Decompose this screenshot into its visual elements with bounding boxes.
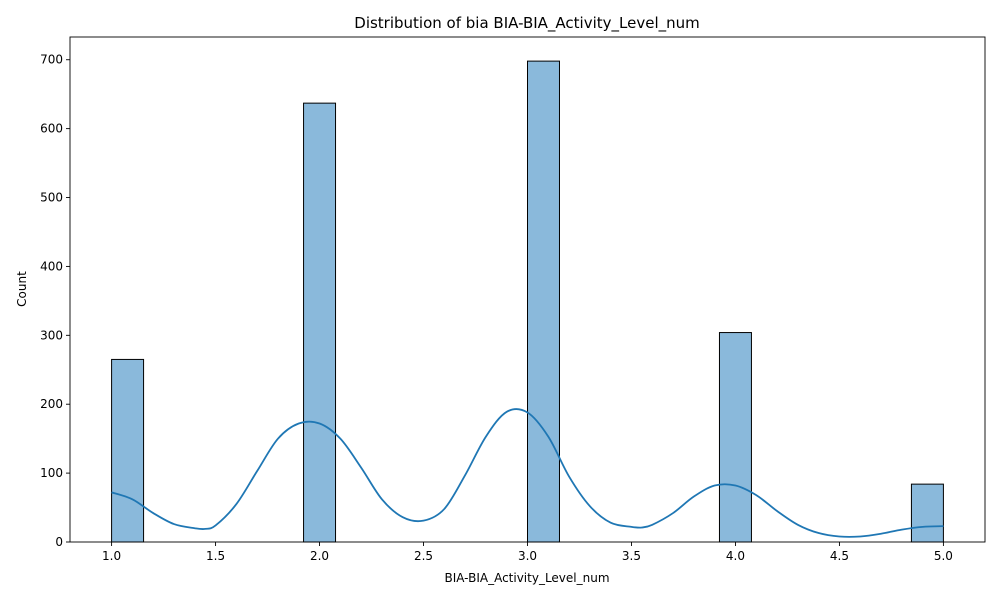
x-tick-label: 2.0 — [310, 549, 329, 563]
histogram-bar — [303, 102, 337, 543]
y-tick-label: 500 — [40, 191, 63, 205]
y-tick-label: 300 — [40, 328, 63, 342]
histogram-bar — [718, 332, 752, 543]
x-axis: 1.0 1.5 2.0 2.5 3.0 3.5 4.0 4.5 5.0 — [102, 542, 953, 563]
x-tick-label: 1.0 — [102, 549, 121, 563]
y-tick-label: 600 — [40, 122, 63, 136]
y-tick-label: 700 — [40, 53, 63, 67]
histogram-bar — [910, 483, 944, 543]
y-axis-label: Count — [15, 271, 29, 307]
x-tick-label: 2.5 — [414, 549, 433, 563]
x-tick-label: 4.5 — [830, 549, 849, 563]
chart-title: Distribution of bia BIA-BIA_Activity_Lev… — [354, 14, 699, 33]
y-tick-label: 400 — [40, 259, 63, 273]
y-axis: 0 100 200 300 400 500 600 700 — [40, 53, 70, 549]
kde-curve — [111, 408, 944, 538]
x-tick-label: 3.5 — [622, 549, 641, 563]
x-tick-label: 1.5 — [206, 549, 225, 563]
x-tick-label: 5.0 — [934, 549, 953, 563]
x-tick-label: 3.0 — [518, 549, 537, 563]
histogram-bar — [527, 60, 560, 543]
x-tick-label: 4.0 — [726, 549, 745, 563]
y-tick-label: 100 — [40, 466, 63, 480]
x-axis-label: BIA-BIA_Activity_Level_num — [444, 571, 609, 585]
y-tick-label: 200 — [40, 397, 63, 411]
histogram-bar — [111, 358, 145, 543]
bars-group — [111, 60, 944, 543]
y-tick-label: 0 — [55, 535, 63, 549]
